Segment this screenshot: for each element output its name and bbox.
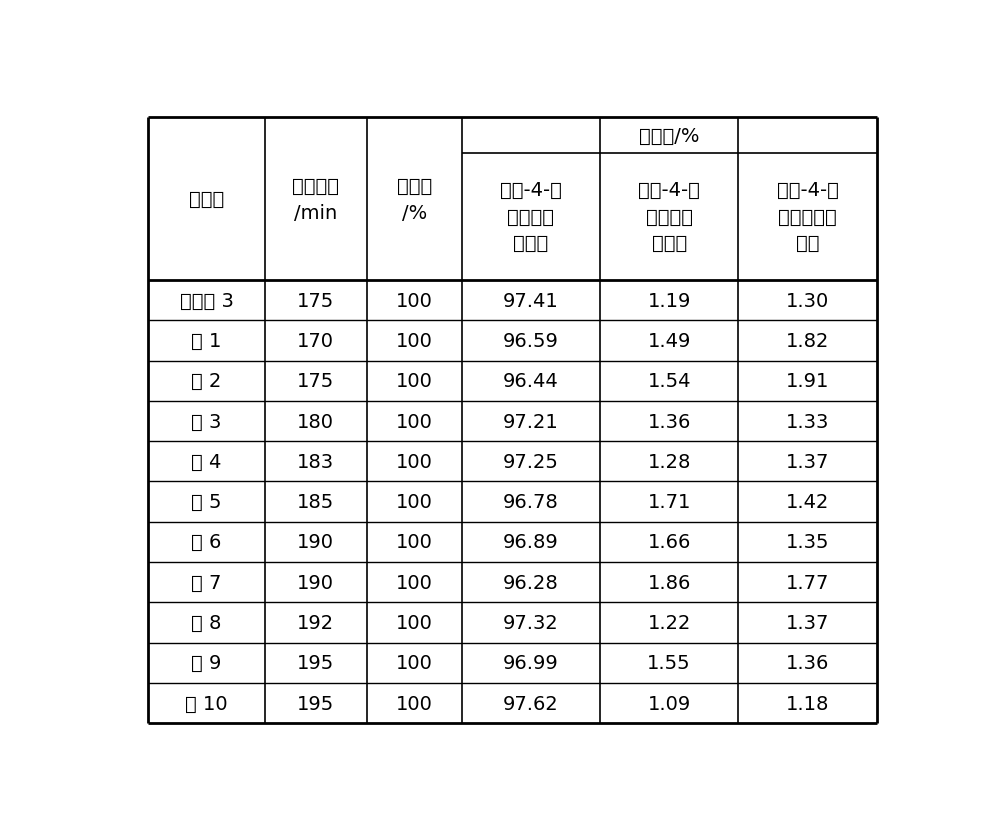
- Text: 1.42: 1.42: [786, 493, 829, 511]
- Text: 100: 100: [396, 372, 433, 391]
- Text: 反式-4-丙
基环已基
环已酮: 反式-4-丙 基环已基 环已酮: [500, 181, 562, 253]
- Text: 反应时间
/min: 反应时间 /min: [292, 177, 339, 222]
- Text: 97.41: 97.41: [503, 291, 559, 310]
- Text: 1.36: 1.36: [647, 412, 691, 431]
- Text: 1.22: 1.22: [647, 614, 691, 632]
- Text: 套 8: 套 8: [191, 614, 222, 632]
- Text: 180: 180: [297, 412, 334, 431]
- Text: 97.25: 97.25: [503, 452, 559, 471]
- Text: 1.49: 1.49: [647, 332, 691, 351]
- Text: 套 4: 套 4: [191, 452, 222, 471]
- Text: 1.54: 1.54: [647, 372, 691, 391]
- Text: 1.35: 1.35: [786, 533, 829, 552]
- Text: 催化剂: 催化剂: [189, 190, 224, 209]
- Text: 1.86: 1.86: [647, 573, 691, 592]
- Text: 192: 192: [297, 614, 334, 632]
- Text: 套 2: 套 2: [191, 372, 222, 391]
- Text: 100: 100: [396, 332, 433, 351]
- Text: 套 7: 套 7: [191, 573, 222, 592]
- Text: 1.91: 1.91: [786, 372, 829, 391]
- Text: 套 6: 套 6: [191, 533, 222, 552]
- Text: 170: 170: [297, 332, 334, 351]
- Text: 实施例 3: 实施例 3: [180, 291, 233, 310]
- Text: 100: 100: [396, 533, 433, 552]
- Text: 100: 100: [396, 493, 433, 511]
- Text: 97.21: 97.21: [503, 412, 559, 431]
- Text: 183: 183: [297, 452, 334, 471]
- Text: 96.99: 96.99: [503, 653, 559, 672]
- Text: 96.59: 96.59: [503, 332, 559, 351]
- Text: 套 3: 套 3: [191, 412, 222, 431]
- Text: 套 10: 套 10: [185, 694, 228, 713]
- Text: 1.77: 1.77: [786, 573, 829, 592]
- Text: 1.18: 1.18: [786, 694, 829, 713]
- Text: 190: 190: [297, 573, 334, 592]
- Text: 96.89: 96.89: [503, 533, 559, 552]
- Text: 190: 190: [297, 533, 334, 552]
- Text: 1.55: 1.55: [647, 653, 691, 672]
- Text: 转化率
/%: 转化率 /%: [397, 177, 432, 222]
- Text: 1.30: 1.30: [786, 291, 829, 310]
- Text: 1.66: 1.66: [647, 533, 691, 552]
- Text: 1.36: 1.36: [786, 653, 829, 672]
- Text: 96.44: 96.44: [503, 372, 559, 391]
- Text: 顺式-4-丙
基环已基
环已醇: 顺式-4-丙 基环已基 环已醇: [638, 181, 700, 253]
- Text: 1.37: 1.37: [786, 452, 829, 471]
- Text: 套 9: 套 9: [191, 653, 222, 672]
- Text: 100: 100: [396, 573, 433, 592]
- Text: 97.32: 97.32: [503, 614, 559, 632]
- Text: 1.19: 1.19: [647, 291, 691, 310]
- Text: 100: 100: [396, 452, 433, 471]
- Text: 195: 195: [297, 694, 334, 713]
- Text: 100: 100: [396, 614, 433, 632]
- Text: 1.28: 1.28: [647, 452, 691, 471]
- Text: 100: 100: [396, 694, 433, 713]
- Text: 175: 175: [297, 291, 334, 310]
- Text: 反式-4-丙
基环已基环
已醇: 反式-4-丙 基环已基环 已醇: [777, 181, 838, 253]
- Text: 97.62: 97.62: [503, 694, 559, 713]
- Text: 195: 195: [297, 653, 334, 672]
- Text: 100: 100: [396, 291, 433, 310]
- Text: 1.33: 1.33: [786, 412, 829, 431]
- Text: 96.78: 96.78: [503, 493, 559, 511]
- Text: 1.82: 1.82: [786, 332, 829, 351]
- Text: 选择性/%: 选择性/%: [639, 127, 699, 146]
- Text: 1.71: 1.71: [647, 493, 691, 511]
- Text: 1.09: 1.09: [648, 694, 691, 713]
- Text: 96.28: 96.28: [503, 573, 559, 592]
- Text: 套 5: 套 5: [191, 493, 222, 511]
- Text: 175: 175: [297, 372, 334, 391]
- Text: 套 1: 套 1: [191, 332, 222, 351]
- Text: 100: 100: [396, 653, 433, 672]
- Text: 100: 100: [396, 412, 433, 431]
- Text: 185: 185: [297, 493, 334, 511]
- Text: 1.37: 1.37: [786, 614, 829, 632]
